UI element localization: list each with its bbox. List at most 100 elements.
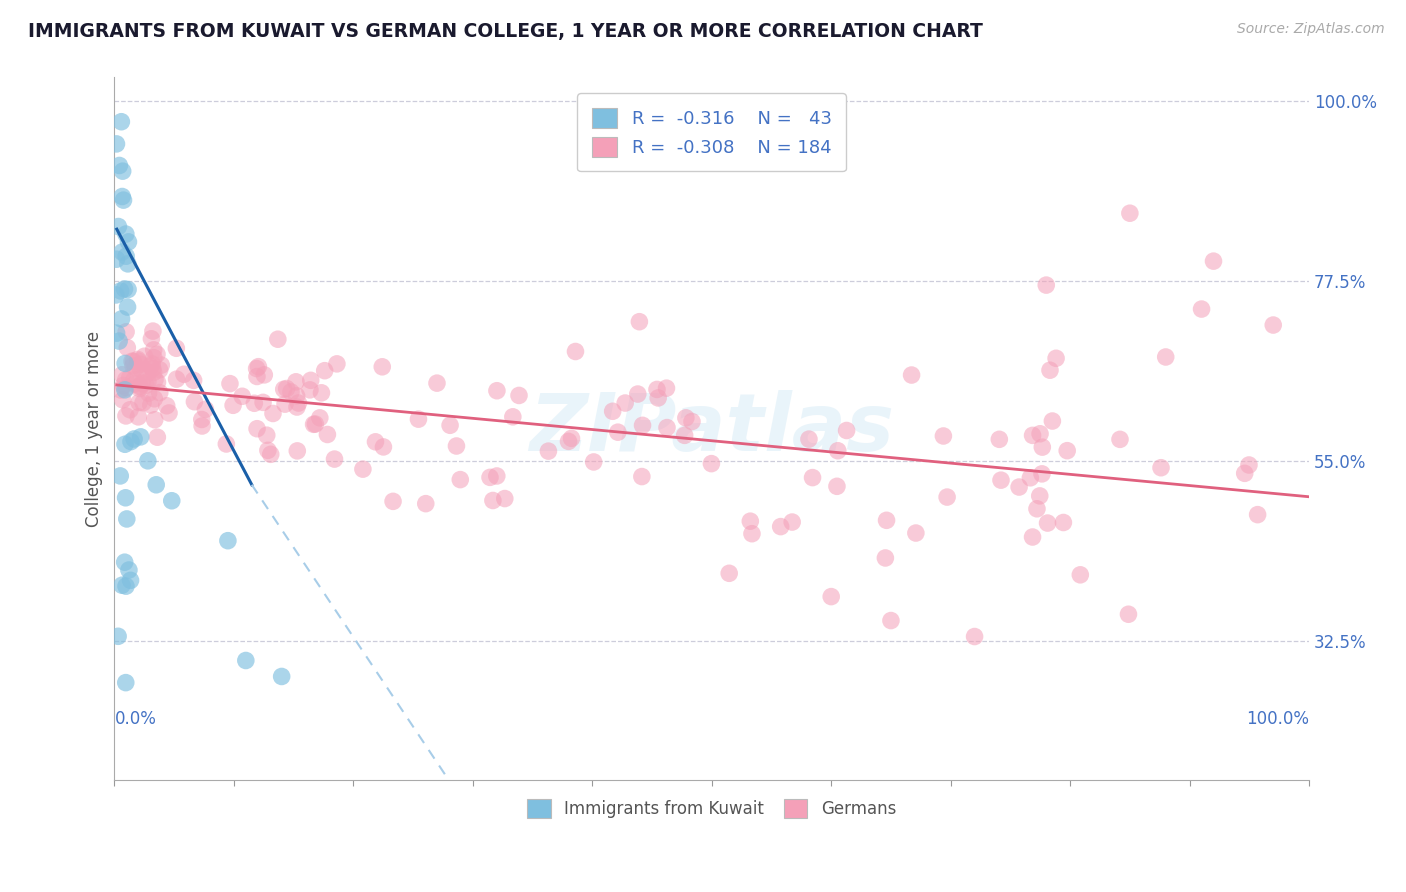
Point bbox=[114, 282, 136, 296]
Point bbox=[371, 359, 394, 374]
Point bbox=[160, 493, 183, 508]
Point bbox=[191, 412, 214, 426]
Point bbox=[131, 376, 153, 391]
Point bbox=[627, 387, 650, 401]
Point bbox=[246, 369, 269, 384]
Point bbox=[115, 325, 138, 339]
Text: 0.0%: 0.0% bbox=[114, 710, 156, 728]
Point bbox=[117, 283, 139, 297]
Point bbox=[110, 469, 132, 483]
Point bbox=[1154, 350, 1177, 364]
Point bbox=[117, 235, 139, 249]
Point bbox=[111, 245, 134, 260]
Point bbox=[311, 385, 333, 400]
Point bbox=[1019, 471, 1042, 485]
Point bbox=[285, 443, 308, 458]
Point bbox=[820, 590, 842, 604]
Point bbox=[117, 257, 139, 271]
Point bbox=[780, 515, 803, 529]
Point bbox=[142, 343, 165, 357]
Point bbox=[285, 375, 308, 389]
Point bbox=[134, 364, 156, 378]
Point bbox=[797, 432, 820, 446]
Point bbox=[1045, 351, 1067, 366]
Point bbox=[114, 383, 136, 397]
Point bbox=[107, 629, 129, 643]
Point bbox=[114, 491, 136, 505]
Point bbox=[139, 398, 162, 412]
Point bbox=[276, 382, 298, 396]
Point bbox=[138, 386, 160, 401]
Point bbox=[537, 444, 560, 458]
Point bbox=[299, 373, 322, 387]
Point bbox=[645, 383, 668, 397]
Point bbox=[122, 359, 145, 373]
Point bbox=[114, 373, 136, 387]
Point bbox=[110, 284, 132, 298]
Point bbox=[111, 578, 134, 592]
Point bbox=[285, 389, 308, 403]
Point bbox=[142, 361, 165, 376]
Point bbox=[1056, 443, 1078, 458]
Point bbox=[117, 300, 139, 314]
Point bbox=[827, 443, 849, 458]
Point bbox=[308, 410, 330, 425]
Point bbox=[1039, 363, 1062, 377]
Point bbox=[247, 359, 270, 374]
Point bbox=[143, 392, 166, 406]
Point bbox=[139, 359, 162, 373]
Point bbox=[235, 653, 257, 667]
Point bbox=[143, 372, 166, 386]
Point bbox=[582, 455, 605, 469]
Point bbox=[1052, 516, 1074, 530]
Point bbox=[482, 493, 505, 508]
Point bbox=[1069, 567, 1091, 582]
Point bbox=[304, 417, 326, 431]
Point bbox=[134, 349, 156, 363]
Point bbox=[145, 477, 167, 491]
Point bbox=[628, 315, 651, 329]
Point bbox=[115, 227, 138, 241]
Point bbox=[675, 410, 697, 425]
Point bbox=[115, 579, 138, 593]
Point bbox=[1263, 318, 1285, 332]
Point bbox=[149, 385, 172, 400]
Point bbox=[285, 400, 308, 414]
Point bbox=[149, 363, 172, 377]
Point bbox=[132, 396, 155, 410]
Point bbox=[117, 341, 139, 355]
Point bbox=[900, 368, 922, 382]
Point bbox=[183, 394, 205, 409]
Y-axis label: College, 1 year or more: College, 1 year or more bbox=[86, 331, 103, 527]
Point bbox=[115, 381, 138, 395]
Point bbox=[681, 415, 703, 429]
Point bbox=[1031, 467, 1053, 481]
Point bbox=[111, 392, 134, 407]
Point bbox=[156, 399, 179, 413]
Point bbox=[267, 332, 290, 346]
Point bbox=[110, 114, 132, 128]
Point bbox=[122, 354, 145, 368]
Point bbox=[124, 360, 146, 375]
Text: IMMIGRANTS FROM KUWAIT VS GERMAN COLLEGE, 1 YEAR OR MORE CORRELATION CHART: IMMIGRANTS FROM KUWAIT VS GERMAN COLLEGE… bbox=[28, 22, 983, 41]
Point bbox=[382, 494, 405, 508]
Point bbox=[875, 551, 897, 566]
Point bbox=[105, 136, 128, 151]
Point bbox=[121, 354, 143, 368]
Point bbox=[246, 422, 269, 436]
Point bbox=[274, 397, 297, 411]
Point bbox=[606, 425, 628, 440]
Point bbox=[136, 366, 159, 380]
Point bbox=[631, 469, 654, 483]
Point bbox=[257, 443, 280, 458]
Point bbox=[326, 357, 349, 371]
Point bbox=[990, 473, 1012, 487]
Point bbox=[835, 424, 858, 438]
Point bbox=[1029, 489, 1052, 503]
Point bbox=[1119, 206, 1142, 220]
Point bbox=[373, 440, 395, 454]
Point bbox=[108, 159, 131, 173]
Point bbox=[114, 356, 136, 370]
Point bbox=[231, 389, 253, 403]
Point bbox=[557, 434, 579, 449]
